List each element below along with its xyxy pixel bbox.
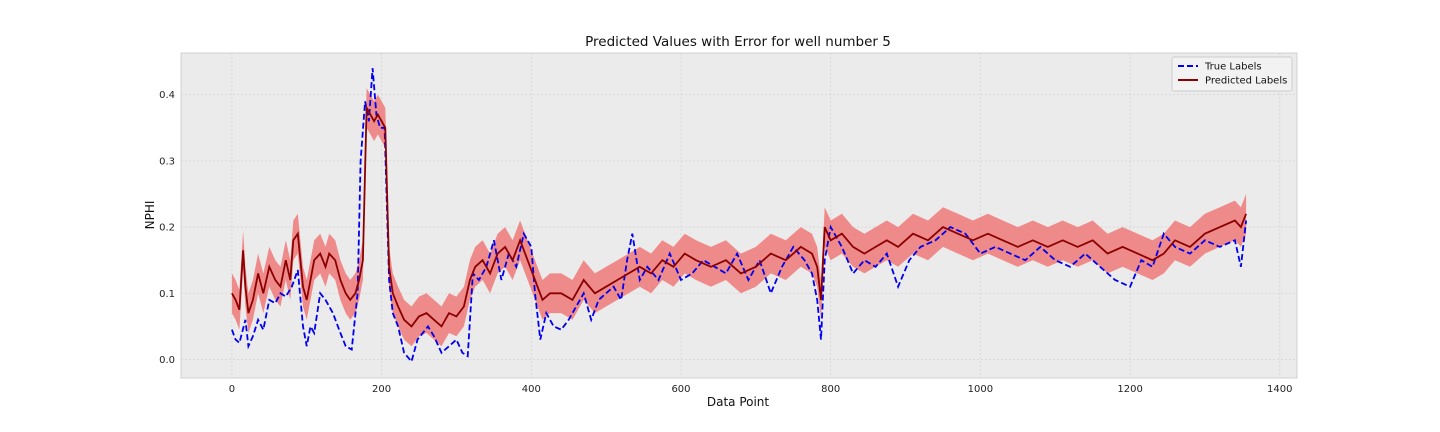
- error-band-layer: [231, 88, 1247, 347]
- x-tick-label: 1200: [1117, 384, 1142, 395]
- legend-label-true-labels: True Labels: [1204, 62, 1262, 73]
- plot-frame: [180, 52, 1298, 379]
- y-tick-label: 0.1: [159, 289, 175, 300]
- series-line-predicted-labels: [231, 104, 1247, 328]
- x-axis-label: Data Point: [707, 395, 770, 409]
- y-axis-label: NPHI: [143, 201, 157, 230]
- x-axis-ticks: 0 200 400 600 800 1000 1200 1400: [229, 384, 1293, 395]
- y-tick-label: 0.4: [159, 90, 175, 101]
- y-axis-ticks: 0.0 0.1 0.2 0.3 0.4: [159, 90, 175, 366]
- y-tick-label: 0.2: [159, 223, 175, 234]
- series-line-true-labels: [231, 68, 1247, 364]
- x-tick-label: 200: [372, 384, 391, 395]
- x-tick-label: 1000: [968, 384, 993, 395]
- series-layer: [231, 68, 1247, 364]
- legend-box: [1171, 56, 1293, 92]
- x-tick-label: 600: [671, 384, 690, 395]
- y-tick-label: 0.3: [159, 156, 175, 167]
- x-tick-label: 400: [522, 384, 541, 395]
- x-tick-label: 1400: [1267, 384, 1292, 395]
- plot-background: [181, 53, 1297, 378]
- x-tick-label: 0: [229, 384, 235, 395]
- chart-title: Predicted Values with Error for well num…: [585, 34, 891, 50]
- predicted-error-band: [231, 88, 1247, 347]
- y-tick-label: 0.0: [159, 355, 175, 366]
- legend-label-predicted-labels: Predicted Labels: [1205, 76, 1287, 87]
- x-tick-label: 800: [821, 384, 840, 395]
- legend: True Labels Predicted Labels: [1171, 56, 1293, 92]
